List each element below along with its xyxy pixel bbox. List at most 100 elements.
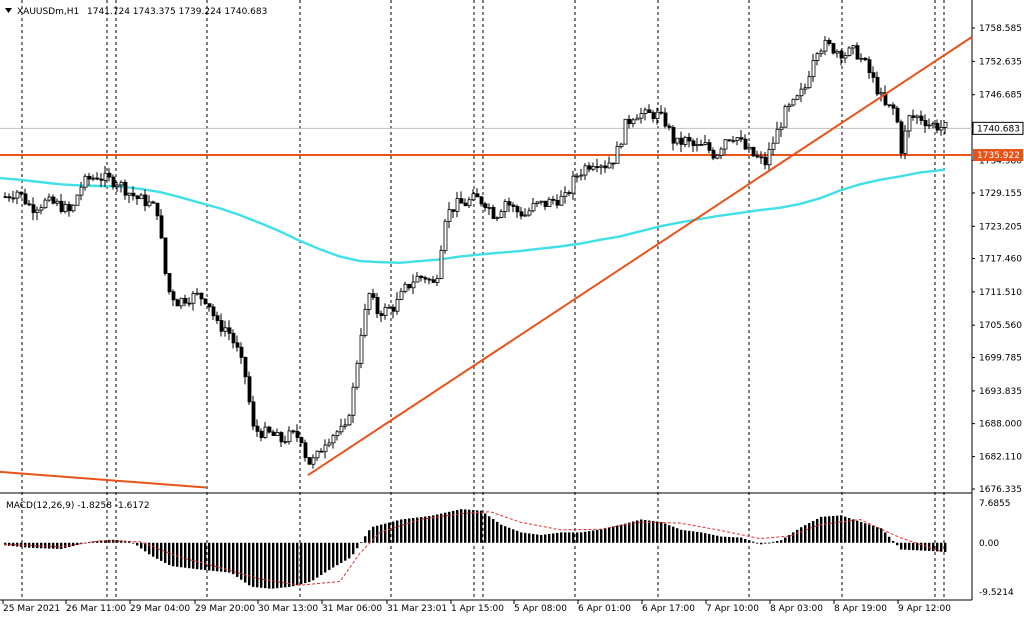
macd-bar [332, 542, 335, 568]
price-tick-label: 1729.155 [979, 189, 1022, 199]
macd-bar [872, 525, 875, 543]
macd-bar [440, 513, 443, 543]
macd-bar [528, 533, 531, 543]
candle-body [915, 115, 920, 118]
candle-body [99, 178, 104, 181]
macd-bar [684, 530, 687, 543]
candle-body [227, 327, 232, 334]
candle-body [719, 148, 724, 156]
macd-bar [140, 542, 143, 549]
macd-bar [56, 542, 59, 549]
macd-tick-label: 0.00 [979, 539, 999, 549]
candle-body [123, 181, 128, 196]
macd-bar [792, 532, 795, 543]
candle-body [419, 275, 424, 279]
macd-bar [268, 542, 271, 589]
candle-body [819, 50, 824, 55]
macd-bar [352, 542, 355, 555]
candle-body [43, 199, 48, 209]
candle-body [571, 175, 576, 194]
candle-body [411, 281, 416, 289]
candle-body [435, 278, 440, 283]
candle-body [799, 88, 804, 97]
price-tick-label: 1693.835 [979, 387, 1022, 397]
candle-body [607, 162, 612, 169]
macd-bar [512, 529, 515, 543]
candle-body [447, 209, 452, 222]
macd-bar [436, 514, 439, 543]
macd-bar [632, 521, 635, 543]
candle-body [59, 200, 64, 213]
candle-body [619, 143, 624, 147]
time-axis-labels: 25 Mar 2021 26 Mar 11:00 29 Mar 04:00 29 Ma… [2, 600, 951, 614]
level-price-label: 1735.922 [977, 151, 1020, 161]
candle-body [547, 198, 552, 207]
candle-body [219, 320, 224, 332]
candle-body [519, 211, 524, 217]
macd-bar [840, 515, 843, 543]
macd-bar [488, 516, 491, 543]
macd-bar [404, 518, 407, 543]
macd-bar [244, 542, 247, 583]
candle-body [263, 426, 268, 438]
candle-body [723, 139, 728, 150]
macd-bar [52, 542, 55, 549]
macd-bar [236, 542, 239, 577]
candle-body [603, 165, 608, 169]
candle-body [891, 104, 896, 109]
candle-body [467, 199, 472, 207]
candle-body [179, 297, 184, 307]
candle-body [39, 207, 44, 211]
candle-body [147, 201, 152, 207]
candle-body [563, 192, 568, 197]
macd-bar [524, 532, 527, 543]
macd-bar [720, 536, 723, 543]
candle-body [575, 175, 580, 178]
candle-body [415, 275, 420, 283]
ohlc-label: 1741.724 1743.375 1739.224 1740.683 [87, 7, 267, 17]
time-tick-label: 7 Apr 10:00 [706, 604, 759, 614]
candle-body [935, 122, 940, 131]
macd-bar [348, 542, 351, 559]
candle-body [795, 95, 800, 100]
candle-body [627, 118, 632, 125]
candle-body [611, 162, 616, 165]
macd-bar [276, 542, 279, 589]
trend-line-lower[interactable] [0, 470, 207, 489]
macd-bar [168, 542, 171, 565]
candle-body [507, 201, 512, 206]
macd-bar [868, 524, 871, 543]
macd-bar [116, 540, 119, 543]
dropdown-triangle-icon[interactable] [5, 8, 12, 13]
candle-body [699, 144, 704, 146]
candle-body [883, 92, 888, 106]
candle-body [271, 431, 276, 437]
macd-bar [16, 542, 19, 547]
macd-label: MACD(12,26,9) -1.8258 -1.6172 [6, 501, 150, 511]
candle-body [67, 204, 72, 212]
macd-bar [532, 533, 535, 543]
macd-signal-line [3, 511, 941, 586]
candle-body [567, 192, 572, 194]
time-tick-label: 6 Apr 01:00 [578, 604, 631, 614]
macd-bar [260, 542, 263, 588]
candle-body [635, 117, 640, 121]
candle-body [291, 430, 296, 433]
candle-body [535, 201, 540, 204]
trend-line[interactable] [307, 36, 973, 477]
candle-body [259, 430, 264, 438]
macd-bar [156, 542, 159, 559]
candle-body [27, 203, 32, 206]
macd-bar [280, 542, 283, 588]
candle-body [727, 139, 732, 142]
macd-bar [136, 542, 139, 546]
macd-bar [776, 540, 779, 543]
price-tick-label: 1699.785 [979, 354, 1022, 364]
macd-bar [384, 523, 387, 543]
candle-body [779, 126, 784, 130]
candle-body [111, 176, 116, 188]
candle-body [119, 181, 124, 186]
macd-bar [944, 542, 947, 552]
